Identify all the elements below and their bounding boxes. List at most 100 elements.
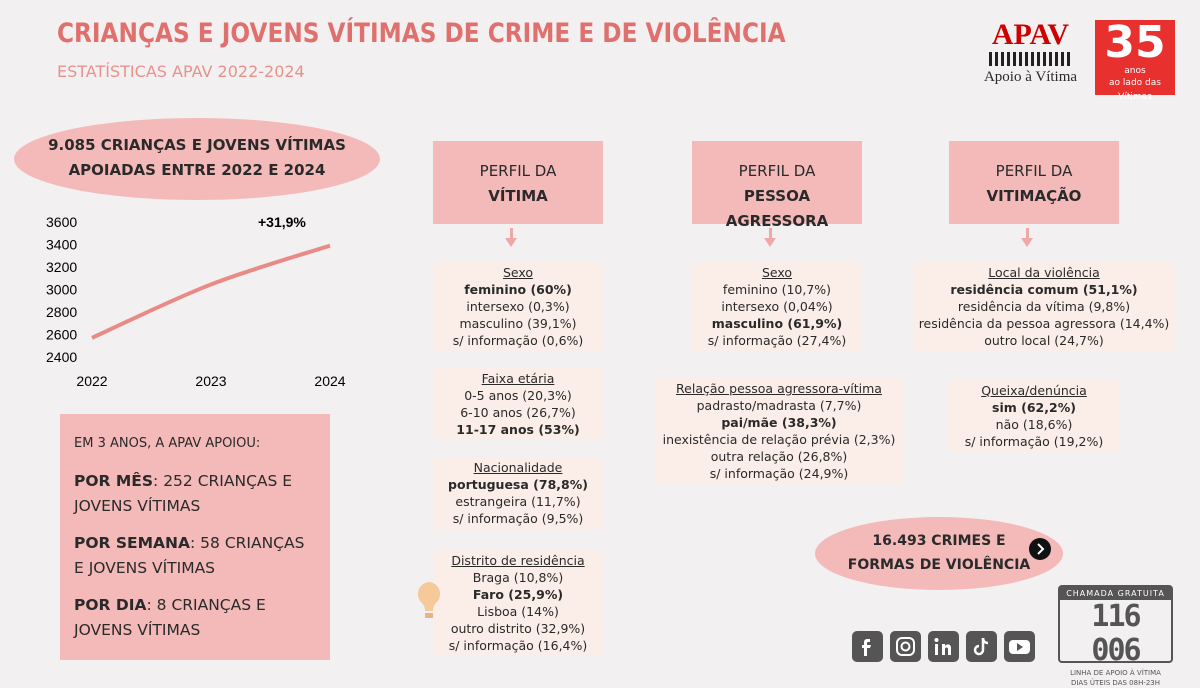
group-item: intersexo (0,04%)	[721, 299, 833, 314]
total-banner: 9.085 CRIANÇAS E JOVENS VÍTIMAS APOIADAS…	[14, 118, 380, 200]
group-item: residência da pessoa agressora (14,4%)	[918, 316, 1170, 331]
group-item: feminino (10,7%)	[722, 282, 832, 297]
group-title: Queixa/denúncia	[981, 383, 1087, 398]
group-item: feminino (60%)	[464, 282, 572, 297]
logo-figures	[989, 52, 1072, 66]
group-item: inexistência de relação prévia (2,3%)	[662, 432, 896, 447]
anniversary-slogan: ao lado das Vítimas	[1109, 78, 1161, 102]
crimes-banner: 16.493 CRIMES E FORMAS DE VIOLÊNCIA	[815, 517, 1063, 590]
title: CRIANÇAS E JOVENS VÍTIMAS DE CRIME E DE …	[57, 18, 786, 49]
helpline-number: 116 006	[1091, 599, 1141, 668]
bulb-icon	[417, 582, 441, 618]
summary-item: POR SEMANA: 58 CRIANÇAS E JOVENS VÍTIMAS	[74, 531, 316, 581]
anniversary-anos: anos	[1124, 66, 1146, 76]
group-title: Distrito de residência	[451, 553, 585, 568]
annotation: +31,9%	[258, 214, 306, 230]
crimes-line: FORMAS DE VIOLÊNCIA	[847, 557, 1031, 573]
group-item: portuguesa (78,8%)	[448, 477, 588, 492]
subtitle: ESTATÍSTICAS APAV 2022-2024	[57, 62, 305, 81]
down-arrow-head	[764, 238, 776, 247]
helpline-line1: LINHA DE APOIO À VÍTIMA	[1070, 669, 1161, 677]
instagram-icon[interactable]	[890, 631, 921, 662]
group-item: estrangeira (11,7%)	[455, 494, 581, 509]
group-item: sim (62,2%)	[992, 400, 1076, 415]
group-box: Relação pessoa agressora-vítima padrasto/…	[655, 378, 903, 484]
x-tick-label: 2024	[314, 373, 345, 389]
youtube-icon[interactable]	[1004, 631, 1035, 662]
group-box: Faixa etária 0-5 anos (20,3%) 6-10 anos (2…	[433, 368, 603, 440]
y-tick-label: 2400	[46, 349, 77, 365]
arrow-button[interactable]	[1028, 537, 1052, 561]
heading-line: PERFIL DA	[479, 162, 557, 180]
group-item: masculino (39,1%)	[459, 316, 577, 331]
group-item: pai/mãe (38,3%)	[721, 415, 837, 430]
group-item: outro distrito (32,9%)	[450, 621, 586, 636]
group-title: Relação pessoa agressora-vítima	[676, 381, 882, 396]
heading-line: PESSOA AGRESSORA	[725, 187, 829, 230]
group-item: 0-5 anos (20,3%)	[464, 388, 572, 403]
x-tick-label: 2022	[76, 373, 107, 389]
y-tick-label: 3400	[46, 237, 77, 253]
y-tick-label: 3000	[46, 282, 77, 298]
profile-heading: PERFIL DA VÍTIMA	[433, 141, 603, 224]
group-item: intersexo (0,3%)	[466, 299, 570, 314]
summary-label: POR MÊS	[74, 472, 154, 490]
down-arrow-head	[1021, 238, 1033, 247]
group-box: Sexo feminino (10,7%) intersexo (0,04%) mas…	[692, 262, 862, 351]
social-icons	[852, 631, 1035, 662]
anniversary-number: 35	[1104, 17, 1166, 68]
logo-tagline: Apoio à Vítima	[983, 69, 1078, 85]
group-item: padrasto/madrasta (7,7%)	[696, 398, 862, 413]
group-item: masculino (61,9%)	[711, 316, 843, 331]
group-item: s/ informação (9,5%)	[452, 511, 584, 526]
group-item: outra relação (26,8%)	[710, 449, 848, 464]
group-item: não (18,6%)	[995, 417, 1073, 432]
y-tick-label: 3600	[46, 214, 77, 230]
down-arrow	[769, 228, 772, 242]
group-box: Local da violência residência comum (51,1…	[913, 262, 1175, 351]
group-item: Faro (25,9%)	[472, 587, 564, 602]
group-item: Lisboa (14%)	[477, 604, 559, 619]
down-arrow	[510, 228, 513, 242]
facebook-icon[interactable]	[852, 631, 883, 662]
heading-line: VITIMAÇÃO	[986, 187, 1082, 205]
helpline-line2: DIAS ÚTEIS DAS 08H-23H	[1070, 679, 1161, 687]
group-title: Faixa etária	[481, 371, 555, 386]
summary-text: : 252 CRIANÇAS E JOVENS VÍTIMAS	[74, 472, 293, 515]
down-arrow-head	[505, 238, 517, 247]
summary-box: EM 3 ANOS, A APAV APOIOU: POR MÊS: 252 C…	[60, 414, 330, 660]
summary-label: POR DIA	[74, 596, 147, 614]
y-tick-label: 2600	[46, 327, 77, 343]
group-box: Nacionalidade portuguesa (78,8%) estrangei…	[433, 457, 603, 529]
group-title: Local da violência	[988, 265, 1100, 280]
summary-text: : 8 CRIANÇAS E JOVENS VÍTIMAS	[74, 596, 266, 639]
total-line: APOIADAS ENTRE 2022 E 2024	[68, 161, 326, 179]
group-item: 11-17 anos (53%)	[456, 422, 580, 437]
summary-item: POR DIA: 8 CRIANÇAS E JOVENS VÍTIMAS	[74, 593, 316, 643]
group-item: 6-10 anos (26,7%)	[460, 405, 576, 420]
heading-line: PERFIL DA	[738, 162, 816, 180]
y-tick-label: 2800	[46, 304, 77, 320]
tiktok-icon[interactable]	[966, 631, 997, 662]
summary-label: POR SEMANA	[74, 534, 191, 552]
group-item: s/ informação (16,4%)	[448, 638, 588, 653]
group-title: Nacionalidade	[473, 460, 563, 475]
logo-name: APAV	[991, 18, 1070, 51]
helpline: CHAMADA GRATUITA 116 006 LINHA DE APOIO …	[1058, 585, 1173, 687]
summary-text: : 58 CRIANÇAS E JOVENS VÍTIMAS	[74, 534, 305, 577]
apav-logo: APAV Apoio à Vítima	[983, 18, 1078, 96]
group-item: s/ informação (27,4%)	[707, 333, 847, 348]
profile-heading: PERFIL DA PESSOA AGRESSORA	[692, 141, 862, 230]
group-item: s/ informação (24,9%)	[709, 466, 849, 481]
heading-line: PERFIL DA	[995, 162, 1073, 180]
linkedin-icon[interactable]	[928, 631, 959, 662]
line-chart: 2400 2600 2800 3000 3200 3400 3600 2022 2023 2024…	[46, 214, 346, 389]
total-line: 9.085 CRIANÇAS E JOVENS VÍTIMAS	[48, 136, 346, 154]
group-item: s/ informação (0,6%)	[452, 333, 584, 348]
down-arrow	[1026, 228, 1029, 242]
helpline-label: CHAMADA GRATUITA	[1060, 587, 1171, 600]
group-item: residência comum (51,1%)	[950, 282, 1138, 297]
group-box: Queixa/denúncia sim (62,2%) não (18,6%) s/ …	[948, 380, 1120, 452]
profile-heading: PERFIL DA VITIMAÇÃO	[949, 141, 1119, 224]
